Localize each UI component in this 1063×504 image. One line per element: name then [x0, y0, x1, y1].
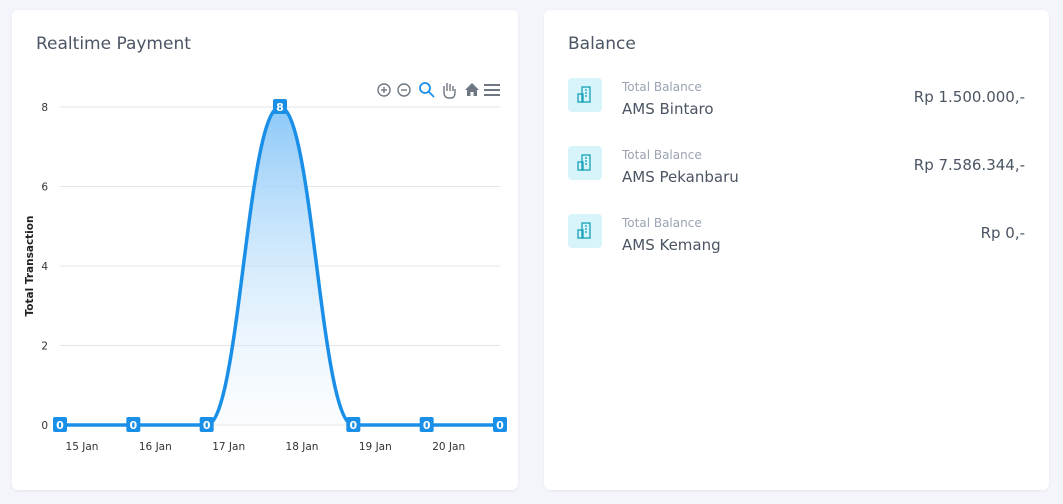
balance-item: Total Balance AMS Kemang Rp 0,-	[568, 214, 1025, 254]
area-fill	[60, 107, 500, 425]
icon-glyph	[577, 222, 591, 239]
balance-label: Total Balance	[622, 148, 702, 162]
data-label-bg	[346, 417, 361, 432]
building-icon	[568, 146, 602, 180]
y-tick-label: 4	[41, 261, 48, 273]
zoom-select-button[interactable]	[419, 82, 435, 98]
x-tick-label: 19 Jan	[359, 441, 392, 453]
balance-item: Total Balance AMS Bintaro Rp 1.500.000,-	[568, 78, 1025, 118]
data-label-bg	[273, 99, 287, 114]
x-tick-label: 16 Jan	[139, 441, 172, 453]
data-label-bg	[493, 417, 507, 432]
chart: 0 2 4 6 8 Total Transaction 15 Jan 16 Jan 17 Jan…	[24, 82, 507, 453]
y-tick-label: 0	[41, 420, 48, 432]
y-tick-label: 6	[41, 182, 48, 194]
balance-amount: Rp 0,-	[980, 224, 1025, 242]
building-icon	[568, 78, 602, 112]
balance-label: Total Balance	[622, 216, 702, 230]
x-tick-label: 15 Jan	[66, 441, 99, 453]
card-title: Realtime Payment	[36, 34, 191, 54]
x-tick-label: 17 Jan	[212, 441, 245, 453]
card-title: Balance	[568, 34, 636, 54]
balance-amount: Rp 7.586.344,-	[913, 156, 1025, 174]
x-tick-label: 18 Jan	[286, 441, 319, 453]
zoom-out-button[interactable]	[397, 83, 411, 97]
y-tick-label: 2	[41, 341, 48, 353]
toolbar	[377, 82, 500, 99]
balance-item: Total Balance AMS Pekanbaru Rp 7.586.344,-	[568, 146, 1025, 186]
icon-glyph	[577, 154, 591, 171]
data-label: 0	[56, 419, 64, 432]
data-label: 8	[276, 101, 284, 114]
data-label: 0	[130, 419, 138, 432]
reset-button[interactable]	[465, 83, 479, 96]
data-label-bg	[126, 417, 141, 432]
y-tick-label: 8	[41, 102, 48, 114]
data-label: 0	[350, 419, 358, 432]
data-label: 0	[203, 419, 211, 432]
account-name: AMS Kemang	[622, 236, 721, 254]
data-label: 0	[496, 419, 504, 432]
balance-card: Balance Total Balance AMS Bintaro Rp 1.500…	[544, 10, 1049, 490]
pan-button[interactable]	[443, 83, 456, 99]
data-label: 0	[423, 419, 431, 432]
balance-amount: Rp 1.500.000,-	[913, 88, 1025, 106]
data-label-bg	[53, 417, 67, 432]
data-label-bg	[419, 417, 434, 432]
zoom-in-button[interactable]	[377, 83, 391, 97]
account-name: AMS Bintaro	[622, 100, 714, 118]
account-name: AMS Pekanbaru	[622, 168, 739, 186]
balance-label: Total Balance	[622, 80, 702, 94]
building-icon	[568, 214, 602, 248]
menu-button[interactable]	[484, 84, 500, 96]
y-axis-title: Total Transaction	[24, 216, 36, 317]
icon-glyph	[577, 86, 591, 103]
data-label-bg	[199, 417, 214, 432]
x-tick-label: 20 Jan	[432, 441, 465, 453]
